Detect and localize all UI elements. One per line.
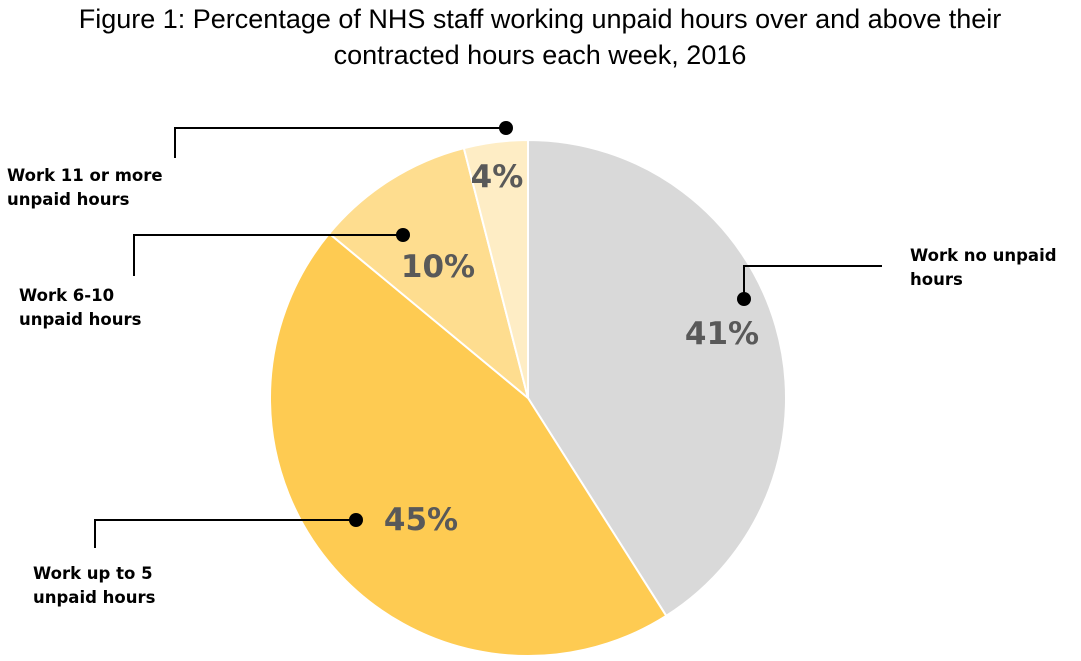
leader-lines <box>94 121 882 548</box>
category-label-line: Work 6-10 <box>19 286 114 305</box>
category-label-line: unpaid hours <box>7 190 130 209</box>
pie-slice-work-6-10-unpaid-hours <box>327 146 530 401</box>
pie-slice-work-no-unpaid-hours <box>527 138 787 618</box>
chart-title-line-2: contracted hours each week, 2016 <box>334 40 747 70</box>
category-label-work-11-or-more-unpaid-hours: Work 11 or more unpaid hours <box>7 166 163 209</box>
leader-line-work-6-10-unpaid-hours <box>133 234 403 276</box>
leader-dot-work-11-or-more-unpaid-hours <box>499 121 513 135</box>
leader-dot-work-no-unpaid-hours <box>737 292 751 306</box>
category-label-line: hours <box>910 270 963 289</box>
category-label-line: Work 11 or more <box>7 166 163 185</box>
leader-dot-work-6-10-unpaid-hours <box>396 228 410 242</box>
category-label-work-6-10-unpaid-hours: Work 6-10 unpaid hours <box>19 286 142 329</box>
leader-line-work-11-or-more-unpaid-hours <box>174 127 506 158</box>
percent-label-work-11-or-more-unpaid-hours: 4% <box>471 159 524 195</box>
category-labels: Work no unpaid hours Work up to 5 unpaid ho… <box>7 166 1057 607</box>
category-label-line: Work up to 5 <box>33 564 153 583</box>
category-label-line: Work no unpaid <box>910 246 1057 265</box>
pie-slice-work-up-to-5-unpaid-hours <box>269 232 668 658</box>
leader-line-work-up-to-5-unpaid-hours <box>94 519 356 548</box>
percent-label-work-no-unpaid-hours: 41% <box>685 316 759 352</box>
category-label-work-no-unpaid-hours: Work no unpaid hours <box>910 246 1057 289</box>
pie-slice-work-11-or-more-unpaid-hours <box>462 138 529 399</box>
percent-label-work-6-10-unpaid-hours: 10% <box>401 249 475 285</box>
percent-labels: 41% 45% 10% 4% <box>384 159 759 538</box>
category-label-line: unpaid hours <box>19 310 142 329</box>
leader-line-work-no-unpaid-hours <box>743 265 882 299</box>
category-label-line: unpaid hours <box>33 588 156 607</box>
category-label-work-up-to-5-unpaid-hours: Work up to 5 unpaid hours <box>33 564 156 607</box>
percent-label-work-up-to-5-unpaid-hours: 45% <box>384 502 458 538</box>
chart-title-line-1: Figure 1: Percentage of NHS staff workin… <box>79 4 1002 34</box>
leader-dot-work-up-to-5-unpaid-hours <box>349 513 363 527</box>
pie-slices <box>269 138 787 658</box>
